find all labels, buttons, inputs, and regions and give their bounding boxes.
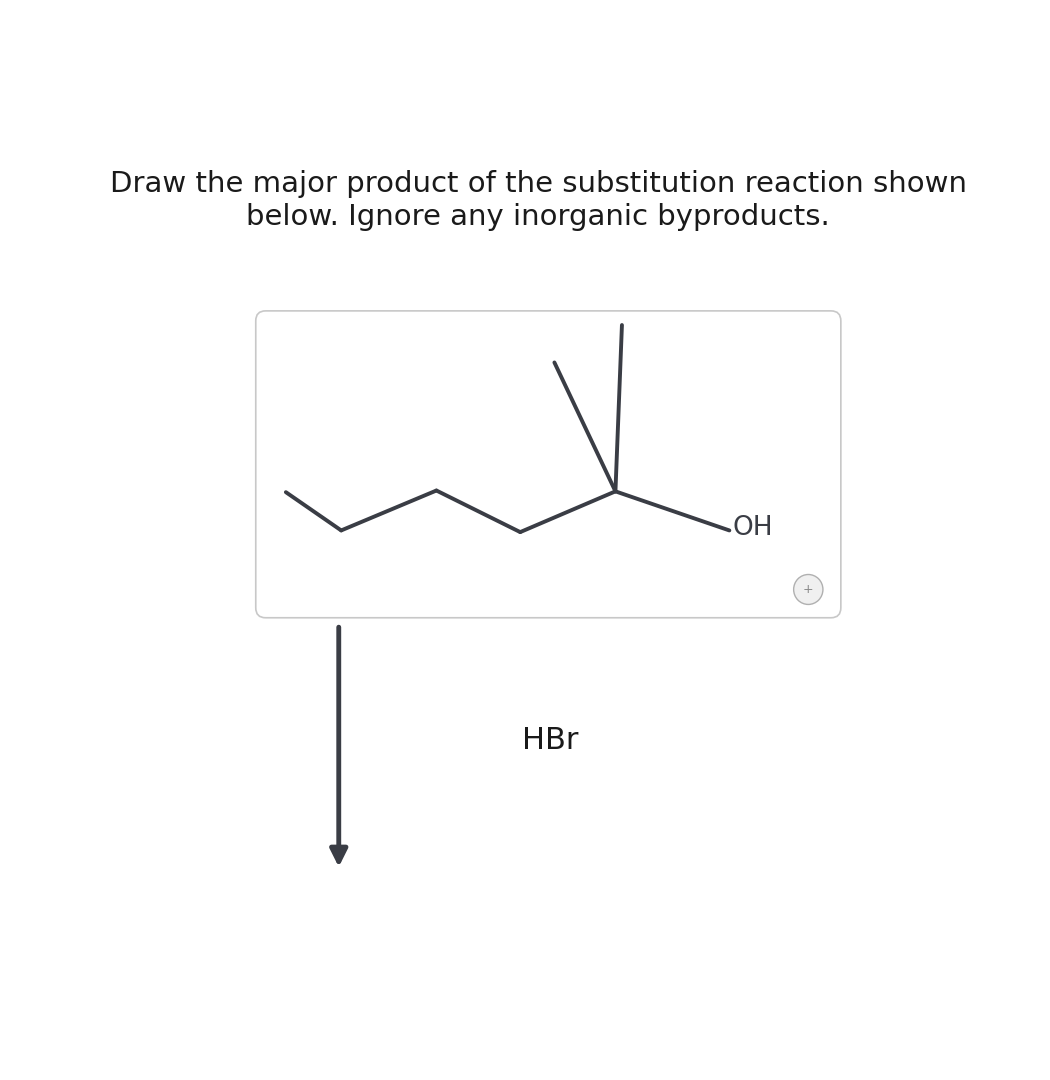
Text: Draw the major product of the substitution reaction shown: Draw the major product of the substituti… [109,170,967,198]
Text: HBr: HBr [522,727,579,755]
Text: below. Ignore any inorganic byproducts.: below. Ignore any inorganic byproducts. [247,203,830,231]
Circle shape [794,575,823,605]
FancyBboxPatch shape [256,311,841,618]
Text: +: + [803,583,814,596]
Text: OH: OH [733,515,773,541]
